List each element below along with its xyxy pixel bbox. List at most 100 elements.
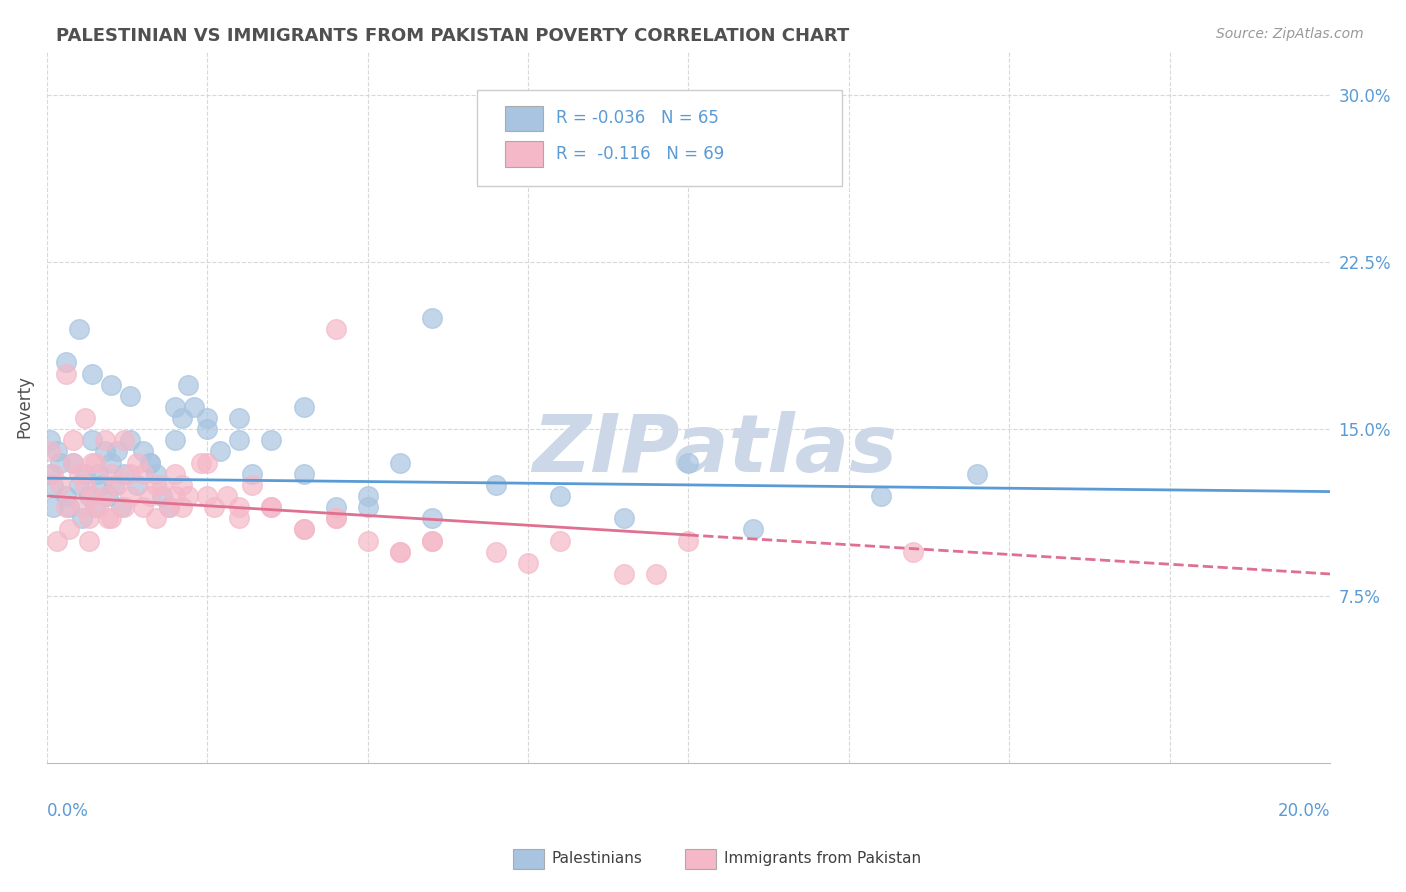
Text: 0.0%: 0.0%	[46, 803, 89, 821]
Point	[100, 511, 122, 525]
Point	[103, 478, 125, 492]
Point	[195, 489, 218, 503]
Point	[80, 367, 103, 381]
Text: Palestinians: Palestinians	[551, 851, 643, 865]
Point	[170, 500, 193, 515]
Point	[870, 489, 893, 503]
Point	[548, 533, 571, 548]
Point	[170, 411, 193, 425]
Point	[120, 389, 142, 403]
Point	[62, 434, 84, 448]
FancyBboxPatch shape	[505, 105, 544, 131]
Point	[132, 444, 155, 458]
Point	[292, 467, 315, 481]
Point	[132, 500, 155, 515]
Point	[183, 400, 205, 414]
Point	[132, 467, 155, 481]
Point	[55, 355, 77, 369]
Point	[388, 544, 411, 558]
Point	[228, 411, 250, 425]
Point	[100, 377, 122, 392]
Point	[485, 478, 508, 492]
Point	[67, 467, 90, 481]
Point	[165, 467, 187, 481]
Point	[62, 456, 84, 470]
Point	[145, 511, 167, 525]
Point	[388, 456, 411, 470]
Point	[100, 467, 122, 481]
Point	[292, 523, 315, 537]
Point	[165, 434, 187, 448]
Point	[581, 133, 603, 147]
Point	[195, 456, 218, 470]
Point	[157, 500, 180, 515]
Text: Source: ZipAtlas.com: Source: ZipAtlas.com	[1216, 27, 1364, 41]
Point	[75, 478, 97, 492]
Point	[39, 467, 62, 481]
Point	[292, 400, 315, 414]
Point	[741, 523, 763, 537]
Point	[125, 478, 148, 492]
Point	[84, 456, 107, 470]
Text: 20.0%: 20.0%	[1278, 803, 1330, 821]
Point	[97, 489, 120, 503]
Point	[357, 489, 380, 503]
Point	[70, 511, 93, 525]
Point	[70, 500, 93, 515]
Point	[55, 500, 77, 515]
Point	[202, 500, 225, 515]
Point	[58, 523, 80, 537]
Point	[110, 500, 132, 515]
Point	[42, 478, 65, 492]
Point	[120, 434, 142, 448]
Point	[260, 500, 283, 515]
Point	[93, 444, 115, 458]
Point	[67, 478, 90, 492]
Point	[966, 467, 988, 481]
Point	[62, 456, 84, 470]
Point	[190, 456, 212, 470]
Point	[325, 322, 347, 336]
Point	[260, 434, 283, 448]
Point	[325, 511, 347, 525]
Point	[240, 467, 263, 481]
Text: R =  -0.116   N = 69: R = -0.116 N = 69	[557, 145, 724, 163]
Point	[420, 511, 443, 525]
Point	[388, 544, 411, 558]
Point	[228, 500, 250, 515]
Point	[150, 478, 173, 492]
Point	[120, 467, 142, 481]
Point	[678, 533, 700, 548]
Point	[45, 444, 67, 458]
Point	[120, 489, 142, 503]
Point	[84, 500, 107, 515]
Point	[325, 511, 347, 525]
Point	[209, 444, 232, 458]
Point	[80, 456, 103, 470]
Point	[177, 489, 200, 503]
Point	[548, 489, 571, 503]
Point	[125, 456, 148, 470]
Point	[177, 377, 200, 392]
FancyBboxPatch shape	[505, 141, 544, 167]
Point	[420, 533, 443, 548]
Point	[80, 489, 103, 503]
Point	[48, 478, 70, 492]
Point	[165, 489, 187, 503]
Point	[645, 566, 668, 581]
Point	[145, 467, 167, 481]
Point	[901, 544, 924, 558]
Point	[240, 478, 263, 492]
Point	[215, 489, 238, 503]
Point	[42, 500, 65, 515]
Point	[145, 478, 167, 492]
Point	[260, 500, 283, 515]
Text: ZIPatlas: ZIPatlas	[531, 410, 897, 489]
Point	[228, 511, 250, 525]
Point	[292, 523, 315, 537]
Y-axis label: Poverty: Poverty	[15, 376, 32, 439]
Point	[613, 511, 636, 525]
Point	[39, 434, 62, 448]
Point	[517, 556, 540, 570]
Point	[613, 566, 636, 581]
